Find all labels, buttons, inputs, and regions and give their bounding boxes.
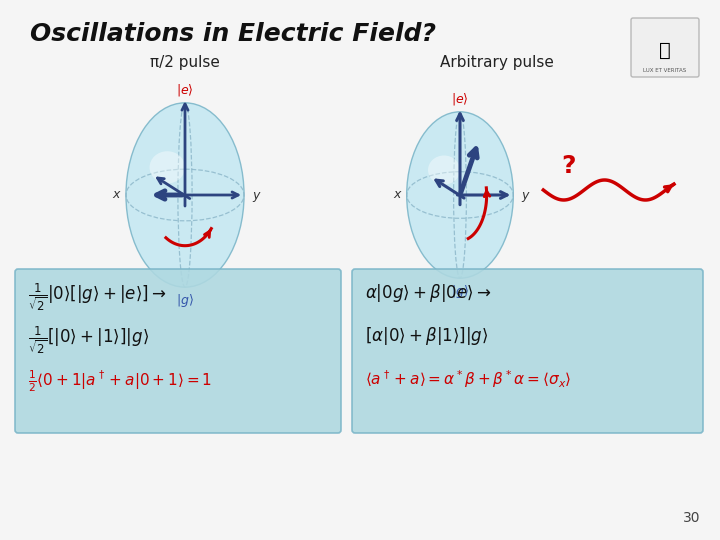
Text: ?: ? [561, 154, 575, 178]
Text: $|g\rangle$: $|g\rangle$ [451, 283, 469, 300]
Ellipse shape [407, 112, 513, 278]
Text: x: x [393, 188, 401, 201]
Text: $\frac{1}{\sqrt{2}}[|0\rangle+|1\rangle]|g\rangle$: $\frac{1}{\sqrt{2}}[|0\rangle+|1\rangle]… [28, 325, 149, 356]
Text: 📖: 📖 [659, 40, 671, 59]
Text: $\frac{1}{2}\langle 0+1|a^\dagger+a|0+1\rangle=1$: $\frac{1}{2}\langle 0+1|a^\dagger+a|0+1\… [28, 368, 212, 394]
Text: $\langle a^\dagger+a\rangle=\alpha^*\beta+\beta^*\alpha=\langle\sigma_x\rangle$: $\langle a^\dagger+a\rangle=\alpha^*\bet… [365, 368, 572, 390]
Text: $\alpha|0g\rangle+\beta|0e\rangle\rightarrow$: $\alpha|0g\rangle+\beta|0e\rangle\righta… [365, 282, 492, 304]
Text: 30: 30 [683, 511, 700, 525]
Text: y: y [521, 188, 528, 201]
Text: $|e\rangle$: $|e\rangle$ [451, 91, 469, 107]
FancyBboxPatch shape [631, 18, 699, 77]
Text: Arbitrary pulse: Arbitrary pulse [440, 55, 554, 70]
Ellipse shape [150, 151, 185, 184]
Ellipse shape [428, 156, 460, 185]
Text: π/2 pulse: π/2 pulse [150, 55, 220, 70]
Text: $|g\rangle$: $|g\rangle$ [176, 292, 194, 309]
FancyBboxPatch shape [15, 269, 341, 433]
Text: x: x [112, 188, 120, 201]
Text: $[\alpha|0\rangle+\beta|1\rangle]|g\rangle$: $[\alpha|0\rangle+\beta|1\rangle]|g\rang… [365, 325, 488, 347]
Text: $|e\rangle$: $|e\rangle$ [176, 82, 194, 98]
Text: LUX ET VERITAS: LUX ET VERITAS [644, 68, 687, 72]
Text: $\frac{1}{\sqrt{2}}|0\rangle[|g\rangle+|e\rangle]\rightarrow$: $\frac{1}{\sqrt{2}}|0\rangle[|g\rangle+|… [28, 282, 166, 313]
FancyBboxPatch shape [352, 269, 703, 433]
Ellipse shape [126, 103, 244, 287]
Text: Oscillations in Electric Field?: Oscillations in Electric Field? [30, 22, 436, 46]
Text: y: y [252, 188, 259, 201]
